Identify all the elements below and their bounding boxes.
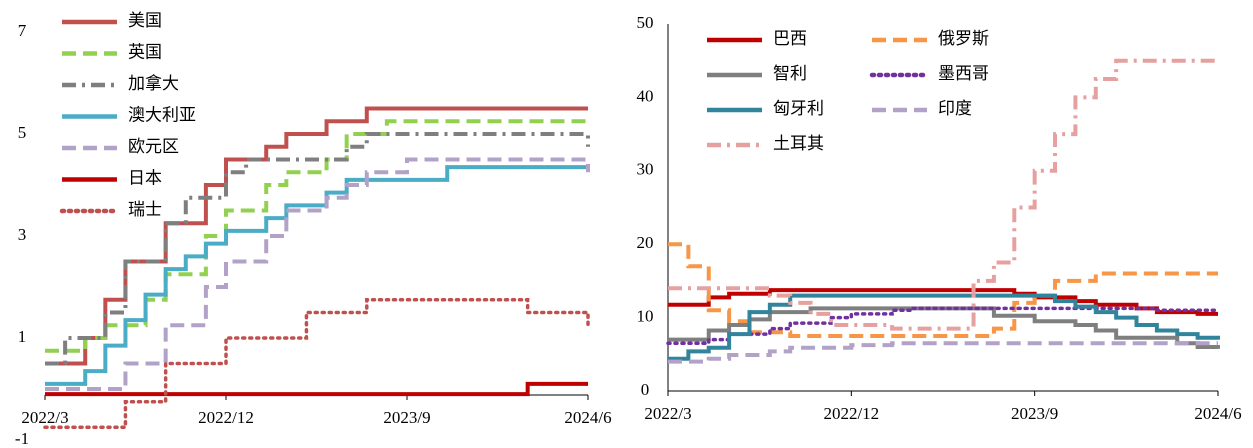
legend-label: 俄罗斯 bbox=[938, 29, 989, 48]
legend-label: 墨西哥 bbox=[938, 64, 989, 83]
legend-label: 美国 bbox=[128, 11, 162, 30]
x-tick-label: 2023/9 bbox=[1011, 404, 1058, 423]
legend-label: 欧元区 bbox=[128, 137, 179, 156]
legend-label: 印度 bbox=[938, 99, 972, 118]
legend-label: 瑞士 bbox=[128, 200, 162, 219]
x-tick-label: 2022/12 bbox=[198, 408, 254, 427]
series-line bbox=[45, 157, 590, 391]
x-tick-label: 2024/6 bbox=[564, 408, 611, 427]
series-line bbox=[668, 242, 1218, 338]
series-line bbox=[43, 298, 590, 429]
y-tick-label: 0 bbox=[641, 380, 650, 399]
legend-label: 英国 bbox=[128, 42, 162, 61]
x-tick-label: 2022/12 bbox=[823, 404, 879, 423]
series-line bbox=[45, 132, 590, 366]
y-tick-label: -1 bbox=[15, 429, 29, 448]
y-tick-label: 40 bbox=[637, 86, 654, 105]
legend-label: 澳大利亚 bbox=[128, 105, 196, 124]
x-tick-label: 2024/6 bbox=[1194, 404, 1241, 423]
x-tick-label: 2022/3 bbox=[21, 408, 68, 427]
legend-label: 巴西 bbox=[773, 29, 807, 48]
x-tick-label: 2023/9 bbox=[383, 408, 430, 427]
series-line bbox=[45, 165, 588, 386]
y-tick-label: 1 bbox=[18, 327, 27, 346]
y-tick-label: 10 bbox=[637, 307, 654, 326]
y-tick-label: 30 bbox=[637, 160, 654, 179]
legend-label: 加拿大 bbox=[128, 73, 179, 93]
y-tick-label: 3 bbox=[18, 225, 27, 244]
y-tick-label: 50 bbox=[637, 13, 654, 32]
y-tick-label: 7 bbox=[18, 21, 27, 40]
x-tick-label: 2022/3 bbox=[644, 404, 691, 423]
legend-label: 匈牙利 bbox=[773, 99, 824, 118]
legend-label: 智利 bbox=[773, 64, 807, 83]
series-line bbox=[45, 381, 588, 397]
legend-label: 日本 bbox=[128, 168, 162, 187]
series-line bbox=[668, 58, 1218, 331]
y-tick-label: 20 bbox=[637, 233, 654, 252]
y-tick-label: 5 bbox=[18, 123, 27, 142]
series-line bbox=[668, 341, 1218, 364]
series-line bbox=[45, 119, 588, 353]
legend-label: 土耳其 bbox=[773, 134, 824, 153]
